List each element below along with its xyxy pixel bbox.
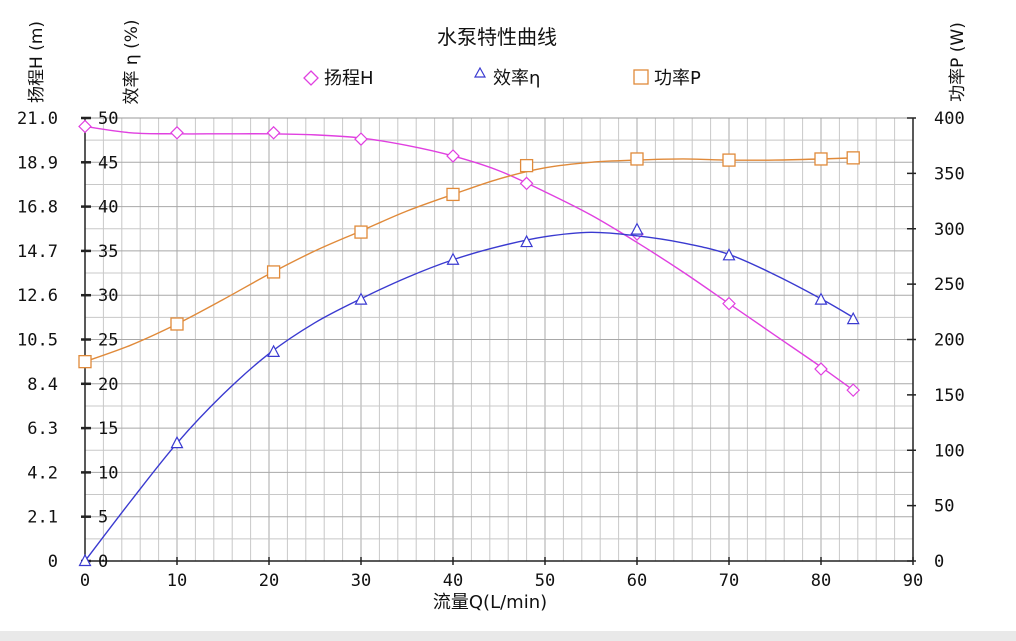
data-point-power	[354, 225, 368, 239]
data-point-head	[78, 119, 92, 134]
data-point-power	[446, 187, 460, 202]
y-tick-label-head: 12.6	[17, 286, 58, 306]
data-point-head	[446, 149, 460, 163]
data-point-head	[170, 125, 184, 140]
legend-label-head: 扬程H	[324, 68, 374, 89]
y-tick-label-power: 250	[934, 275, 965, 295]
data-point-power	[722, 153, 736, 167]
data-point-efficiency	[814, 292, 828, 305]
x-axis-title: 流量Q(L/min)	[433, 592, 547, 613]
data-point-power	[630, 152, 644, 166]
data-point-efficiency	[354, 292, 368, 305]
legend-diamond-marker	[303, 70, 319, 86]
y-tick-label-power: 50	[934, 497, 954, 517]
data-point-efficiency	[630, 222, 644, 235]
plot-series	[78, 119, 861, 567]
x-tick-label: 70	[719, 571, 739, 591]
y-tick-label-power: 100	[934, 441, 965, 461]
y-tick-label-head: 2.1	[27, 508, 58, 528]
data-point-power	[170, 317, 184, 331]
chart-title: 水泵特性曲线	[437, 25, 557, 49]
y-tick-label-power: 400	[934, 109, 965, 129]
legend-label-power: 功率P	[654, 68, 701, 89]
y-tick-label-power: 350	[934, 164, 965, 184]
data-point-head	[519, 176, 534, 191]
legend-label-efficiency: 效率η	[493, 68, 540, 89]
y-axis-title-head: 扬程H (m)	[27, 21, 47, 103]
data-point-efficiency	[170, 435, 184, 449]
x-tick-label: 60	[627, 571, 647, 591]
y-tick-label-efficiency: 5	[98, 508, 108, 528]
data-point-head	[846, 383, 861, 397]
y-tick-label-head: 10.5	[17, 331, 58, 351]
data-point-head	[266, 125, 281, 140]
legend-item-head: 扬程H	[303, 68, 374, 89]
legend: 扬程H 效率η 功率P	[303, 66, 701, 89]
y-tick-label-efficiency: 35	[98, 242, 118, 262]
y-tick-label-head: 8.4	[27, 375, 58, 395]
plot-axes: 0 2.1 4.2 6.3 8.4 10.5 12.6 14.7 16.8 18.9 21.0 0 5 1…	[17, 109, 965, 591]
data-point-power	[846, 151, 860, 165]
y-tick-label-efficiency: 15	[98, 419, 118, 439]
data-point-head	[354, 132, 368, 146]
x-tick-label: 30	[351, 571, 371, 591]
data-point-efficiency	[846, 311, 860, 325]
x-tick-label: 40	[443, 571, 463, 591]
y-tick-label-efficiency: 10	[98, 463, 118, 483]
data-point-efficiency	[520, 234, 534, 248]
x-tick-label: 50	[535, 571, 555, 591]
data-point-power	[519, 158, 534, 173]
x-tick-label: 10	[167, 571, 187, 591]
y-tick-label-efficiency: 20	[98, 375, 118, 395]
data-point-head	[814, 362, 828, 376]
data-point-head	[722, 296, 736, 311]
y-axis-title-power: 功率P (W)	[948, 22, 968, 102]
y-tick-label-efficiency: 45	[98, 153, 118, 173]
y-tick-label-efficiency: 50	[98, 109, 118, 129]
y-tick-label-power: 0	[934, 552, 944, 572]
data-point-power	[78, 354, 92, 369]
plot-grid	[84, 117, 914, 562]
y-tick-label-efficiency: 25	[98, 331, 118, 351]
y-tick-label-efficiency: 40	[98, 198, 118, 218]
x-tick-label: 80	[811, 571, 831, 591]
data-point-power	[814, 152, 828, 166]
data-point-efficiency	[78, 553, 92, 567]
legend-item-power: 功率P	[633, 68, 701, 89]
data-point-efficiency	[722, 248, 736, 261]
legend-square-marker	[633, 69, 649, 85]
y-tick-label-head: 21.0	[17, 109, 58, 129]
legend-item-efficiency: 效率η	[473, 66, 540, 89]
y-tick-label-power: 300	[934, 220, 965, 240]
y-tick-label-head: 6.3	[27, 419, 58, 439]
window-bottom-edge	[0, 631, 1016, 641]
data-point-efficiency	[446, 252, 460, 265]
y-tick-label-power: 150	[934, 386, 965, 406]
y-tick-label-efficiency: 30	[98, 286, 118, 306]
y-tick-label-head: 14.7	[17, 242, 58, 262]
y-tick-label-head: 18.9	[17, 153, 58, 173]
data-point-power	[266, 265, 281, 279]
y-tick-label-power: 200	[934, 331, 965, 351]
x-tick-label: 0	[80, 571, 90, 591]
y-axis-title-efficiency: 效率 η (%)	[122, 20, 142, 105]
x-tick-label: 20	[259, 571, 279, 591]
y-tick-label-head: 4.2	[27, 463, 58, 483]
x-tick-label: 90	[903, 571, 923, 591]
y-tick-label-head: 16.8	[17, 198, 58, 218]
legend-triangle-marker	[473, 66, 487, 78]
y-tick-label-head: 0	[48, 552, 58, 572]
data-point-efficiency	[267, 344, 281, 358]
y-tick-label-efficiency: 0	[98, 552, 108, 572]
